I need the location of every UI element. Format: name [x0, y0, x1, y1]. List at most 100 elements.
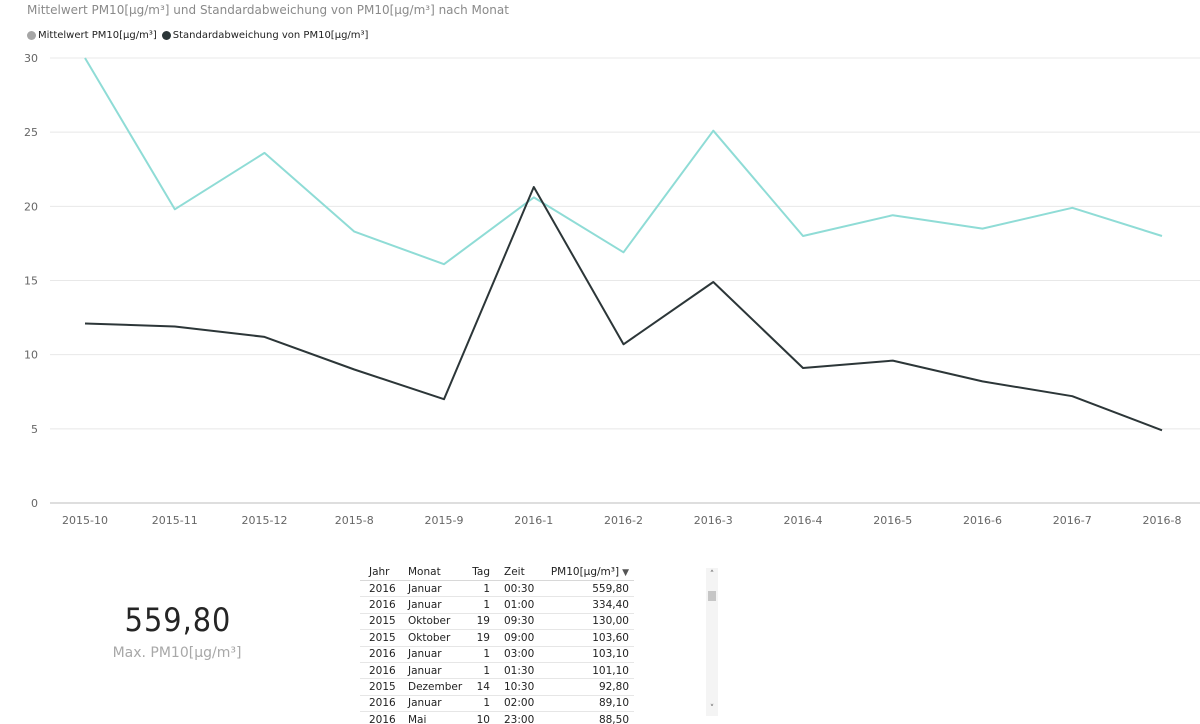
- data-point: [980, 379, 985, 384]
- x-tick-label: 2015-12: [242, 514, 288, 527]
- cell-pm10: 88,50: [536, 711, 634, 724]
- x-tick-label: 2015-9: [425, 514, 464, 527]
- chevron-up-icon[interactable]: ˄: [709, 570, 715, 580]
- cell-year: 2016: [360, 580, 399, 598]
- column-header-month[interactable]: Monat: [399, 563, 463, 581]
- data-table: Jahr Monat Tag Zeit PM10[μg/m³] ▼ 2016 Jan…: [360, 563, 634, 724]
- table-row[interactable]: 2016 Januar 1 01:30 101,10: [360, 662, 634, 680]
- table-row[interactable]: 2016 Januar 1 02:00 89,10: [360, 695, 634, 713]
- cell-pm10: 89,10: [536, 695, 634, 713]
- cell-month: Januar: [399, 662, 463, 680]
- cell-month: Januar: [399, 695, 463, 713]
- x-tick-label: 2015-10: [62, 514, 108, 527]
- cell-month: Dezember: [399, 678, 463, 696]
- cell-year: 2015: [360, 678, 399, 696]
- chevron-down-icon[interactable]: ˅: [709, 704, 715, 714]
- data-point: [1070, 394, 1075, 399]
- x-tick-label: 2016-4: [784, 514, 823, 527]
- cell-day: 14: [463, 678, 495, 696]
- cell-month: Oktober: [399, 629, 463, 647]
- series-line-mean: [84, 57, 1163, 266]
- table-row[interactable]: 2015 Dezember 14 10:30 92,80: [360, 678, 634, 696]
- cell-year: 2015: [360, 613, 399, 631]
- cell-day: 1: [463, 596, 495, 614]
- table-row[interactable]: 2016 Januar 1 03:00 103,10: [360, 646, 634, 663]
- cell-month: Januar: [399, 646, 463, 663]
- data-point: [711, 279, 716, 284]
- cell-pm10: 92,80: [536, 678, 634, 696]
- table-row[interactable]: 2015 Oktober 19 09:30 130,00: [360, 613, 634, 631]
- x-tick-label: 2015-8: [335, 514, 374, 527]
- cell-time: 10:30: [495, 678, 536, 696]
- data-point: [801, 366, 806, 371]
- data-point: [1160, 428, 1165, 433]
- data-point: [531, 195, 536, 200]
- data-point: [801, 234, 806, 239]
- cell-year: 2016: [360, 646, 399, 663]
- cell-day: 1: [463, 580, 495, 598]
- cell-year: 2016: [360, 596, 399, 614]
- x-tick-label: 2016-6: [963, 514, 1002, 527]
- cell-day: 10: [463, 711, 495, 724]
- y-tick-label: 30: [24, 52, 38, 65]
- cell-day: 19: [463, 613, 495, 631]
- table-row[interactable]: 2016 Januar 1 00:30 559,80: [360, 580, 634, 598]
- y-tick-label: 25: [24, 126, 38, 139]
- data-point: [172, 207, 177, 212]
- table-row[interactable]: 2016 Mai 10 23:00 88,50: [360, 711, 634, 724]
- data-point: [1160, 234, 1165, 239]
- cell-year: 2016: [360, 711, 399, 724]
- data-point: [442, 262, 447, 267]
- table-row[interactable]: 2015 Oktober 19 09:00 103,60: [360, 629, 634, 647]
- cell-day: 19: [463, 629, 495, 647]
- cell-time: 01:00: [495, 596, 536, 614]
- cell-year: 2016: [360, 695, 399, 713]
- cell-pm10: 101,10: [536, 662, 634, 680]
- legend-marker-mean: [27, 31, 36, 40]
- table-row[interactable]: 2016 Januar 1 01:00 334,40: [360, 596, 634, 614]
- series-line-stddev: [84, 186, 1163, 432]
- y-tick-label: 20: [24, 200, 38, 213]
- legend-item-mean[interactable]: Mittelwert PM10[μg/m³]: [27, 30, 157, 41]
- scrollbar-thumb[interactable]: [708, 591, 716, 601]
- data-point: [172, 324, 177, 329]
- table-header-row: Jahr Monat Tag Zeit PM10[μg/m³] ▼: [360, 563, 634, 581]
- cell-day: 1: [463, 646, 495, 663]
- kpi-value: 559,80: [124, 601, 232, 639]
- data-point: [621, 342, 626, 347]
- legend-item-stddev[interactable]: Standardabweichung von PM10[μg/m³]: [161, 30, 369, 41]
- table-scrollbar[interactable]: ˄ ˅: [706, 568, 718, 716]
- x-tick-label: 2016-7: [1053, 514, 1092, 527]
- cell-time: 02:00: [495, 695, 536, 713]
- chart-title: Mittelwert PM10[μg/m³] und Standardabwei…: [27, 3, 509, 17]
- column-header-pm10[interactable]: PM10[μg/m³] ▼: [536, 563, 634, 581]
- cell-month: Januar: [399, 580, 463, 598]
- x-tick-label: 2016-3: [694, 514, 733, 527]
- cell-time: 09:00: [495, 629, 536, 647]
- legend-marker-stddev: [161, 31, 171, 40]
- column-header-year[interactable]: Jahr: [360, 563, 399, 581]
- cell-pm10: 103,60: [536, 629, 634, 647]
- data-point: [262, 334, 267, 339]
- cell-time: 00:30: [495, 580, 536, 598]
- data-point: [980, 226, 985, 231]
- cell-pm10: 559,80: [536, 580, 634, 598]
- cell-time: 23:00: [495, 711, 536, 724]
- sort-descending-icon[interactable]: ▼: [622, 567, 629, 578]
- column-header-pm10-label: PM10[μg/m³]: [550, 565, 620, 578]
- cell-day: 1: [463, 662, 495, 680]
- y-tick-label: 15: [24, 275, 38, 288]
- legend-label-stddev: Standardabweichung von PM10[μg/m³]: [172, 30, 369, 41]
- cell-time: 01:30: [495, 662, 536, 680]
- data-point: [83, 56, 88, 61]
- cell-year: 2016: [360, 662, 399, 680]
- data-point: [262, 150, 267, 155]
- column-header-day[interactable]: Tag: [463, 563, 495, 581]
- data-point: [890, 358, 895, 363]
- x-tick-label: 2016-2: [604, 514, 643, 527]
- column-header-time[interactable]: Zeit: [495, 563, 536, 581]
- data-point: [711, 128, 716, 133]
- cell-month: Mai: [399, 711, 463, 724]
- data-point: [890, 213, 895, 218]
- line-chart: 0 5 10 15 20 25 30 2015-10 2015-11 2015-12 2015-8 2…: [24, 52, 1200, 527]
